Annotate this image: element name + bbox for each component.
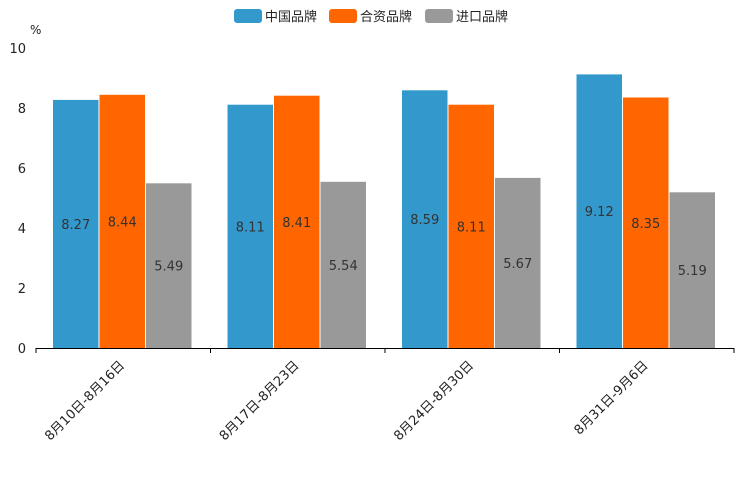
legend-label: 合资品牌 [360, 9, 412, 25]
y-tick-label: 6 [18, 162, 26, 177]
legend-label: 中国品牌 [265, 9, 317, 25]
bar [99, 94, 145, 348]
y-tick-label: 4 [18, 222, 26, 237]
y-axis-unit-label: % [30, 23, 41, 37]
data-label: 8.35 [631, 217, 660, 232]
data-labels: 8.27 8.44 5.49 8.11 8.41 5.54 8.59 8.11 5.67 9.12… [61, 205, 706, 279]
data-label: 8.11 [236, 220, 265, 235]
x-tick-label: 8月31日-9月6日 [572, 358, 652, 438]
bar [495, 177, 541, 348]
x-tick-label: 8月10日-8月16日 [42, 358, 128, 444]
data-label: 8.11 [457, 220, 486, 235]
data-label: 5.67 [503, 257, 532, 272]
x-tick-label: 8月24日-8月30日 [391, 358, 477, 444]
bar [227, 104, 273, 348]
bar [320, 181, 366, 348]
legend-label: 进口品牌 [456, 9, 508, 25]
bar [402, 90, 448, 349]
legend: 中国品牌 合资品牌 进口品牌 [234, 9, 508, 25]
y-tick-label: 0 [18, 342, 26, 357]
data-label: 8.27 [61, 218, 90, 233]
bar [623, 97, 669, 348]
bar [53, 99, 99, 349]
bar [146, 183, 192, 348]
data-label: 5.19 [678, 264, 707, 279]
legend-swatch [329, 9, 357, 23]
bar [669, 192, 715, 348]
bar [274, 95, 320, 348]
data-label: 5.49 [154, 260, 183, 275]
data-label: 5.54 [329, 259, 358, 274]
data-label: 9.12 [585, 205, 614, 220]
x-tick-label: 8月17日-8月23日 [217, 358, 303, 444]
data-label: 8.59 [410, 213, 439, 228]
y-tick-label: 10 [9, 42, 26, 57]
bars [53, 74, 715, 349]
data-label: 8.41 [282, 216, 311, 231]
data-label: 8.44 [108, 215, 137, 230]
y-tick-label: 8 [18, 102, 26, 117]
x-axis: 8月10日-8月16日 8月17日-8月23日 8月24日-8月30日 8月31日-9… [35, 348, 735, 444]
y-axis: 0 2 4 6 8 10 [9, 42, 26, 357]
legend-swatch [425, 9, 453, 23]
bar [448, 104, 494, 348]
y-tick-label: 2 [18, 282, 26, 297]
legend-swatch [234, 9, 262, 23]
bar [576, 74, 622, 349]
